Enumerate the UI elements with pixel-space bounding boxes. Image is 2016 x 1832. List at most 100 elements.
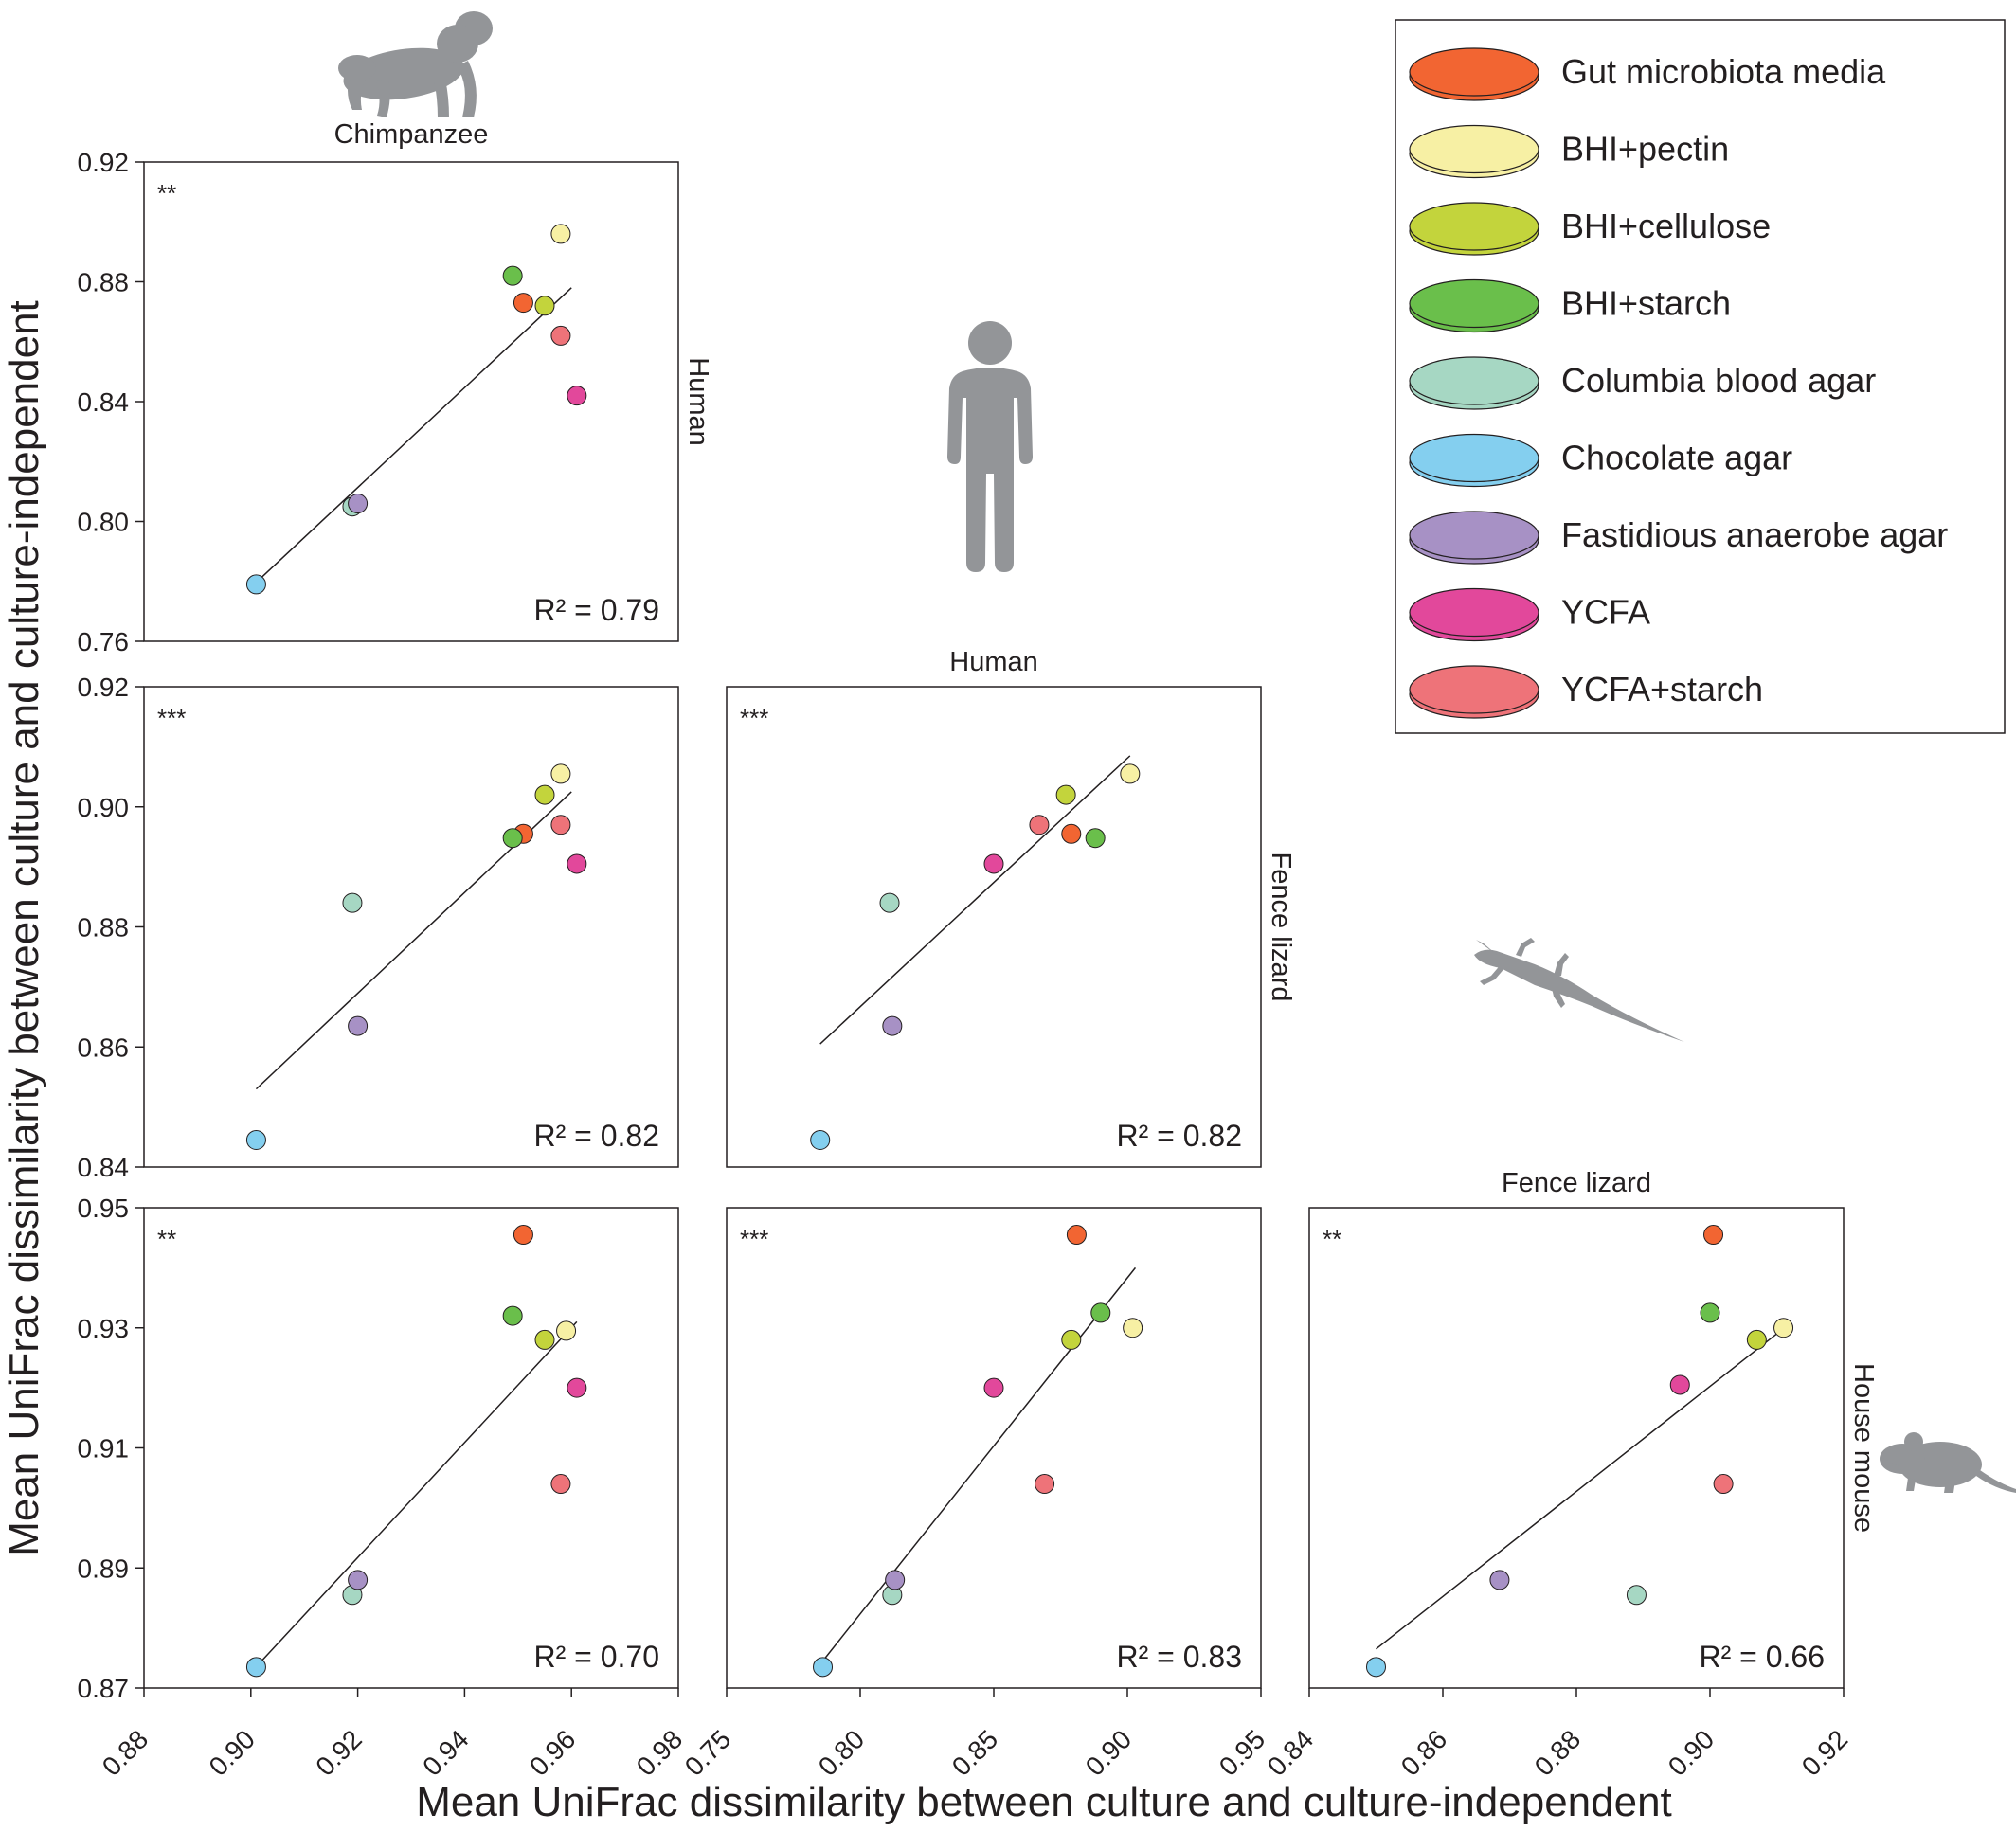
panel-4: 0.87 0.89 0.91 0.93 0.95 0.88 0.90 0.92 0.94 0.96…: [78, 1194, 689, 1782]
r-squared-label: R² = 0.66: [1699, 1640, 1825, 1674]
data-point-ycfa_starch: [1035, 1474, 1055, 1495]
data-point-chocolate: [245, 574, 266, 595]
x-tick-label: 0.94: [417, 1724, 474, 1781]
data-point-fastidious: [348, 1015, 369, 1036]
data-point-cellulose: [1746, 1329, 1767, 1350]
petri-dish-lid-icon: [1409, 47, 1539, 97]
y-tick-label: 0.93: [78, 1314, 130, 1343]
regression-line: [1376, 1333, 1777, 1650]
data-point-columbia: [879, 892, 900, 913]
data-point-ycfa: [567, 1377, 587, 1398]
petri-dish-lid-icon: [1409, 587, 1539, 638]
y-tick-label: 0.84: [78, 1153, 130, 1182]
legend-item-fastidious: Fastidious anaerobe agar: [1409, 511, 1948, 565]
x-tick-label: 0.92: [1796, 1724, 1853, 1781]
panel-title: Fence lizard: [1502, 1168, 1651, 1198]
y-tick-label: 0.95: [78, 1194, 130, 1223]
data-point-cellulose: [534, 784, 555, 805]
panel-2: 0.84 0.86 0.88 0.90 0.92 *** R² = 0.82: [78, 673, 679, 1182]
legend-item-pectin: BHI+pectin: [1409, 124, 1729, 179]
panel-frame: [143, 1207, 679, 1689]
legend: Gut microbiota media BHI+pectin BHI+cellul…: [1395, 19, 2006, 734]
panel-frame: [726, 686, 1262, 1168]
y-tick-label: 0.92: [78, 673, 130, 702]
data-point-ycfa_starch: [1713, 1474, 1734, 1495]
x-tick-label: 0.92: [310, 1724, 367, 1781]
legend-item-columbia: Columbia blood agar: [1409, 356, 1876, 410]
x-tick-label: 0.75: [679, 1724, 736, 1781]
data-point-ycfa: [983, 853, 1004, 874]
significance-stars: **: [157, 179, 176, 207]
legend-item-ycfa_starch: YCFA+starch: [1409, 665, 1763, 719]
significance-stars: ***: [740, 1225, 768, 1253]
legend-label: BHI+pectin: [1561, 130, 1729, 169]
legend-label: Gut microbiota media: [1561, 52, 1886, 91]
y-axis-label: Mean UniFrac dissimilarity between cultu…: [1, 300, 47, 1556]
y-tick-label: 0.80: [78, 508, 130, 537]
data-point-starch: [1090, 1302, 1111, 1323]
data-point-chocolate: [813, 1657, 834, 1678]
legend-label: BHI+starch: [1561, 284, 1731, 323]
data-point-gut: [1703, 1225, 1724, 1246]
panel-frame: [1308, 1207, 1845, 1689]
petri-dish-lid-icon: [1409, 278, 1539, 329]
data-point-chocolate: [245, 1129, 266, 1150]
legend-label: Columbia blood agar: [1561, 361, 1876, 400]
panel-row-label: House mouse: [1848, 1363, 1879, 1533]
data-point-starch: [1700, 1302, 1720, 1323]
petri-dish-lid-icon: [1409, 511, 1539, 560]
y-tick-label: 0.86: [78, 1033, 130, 1062]
data-point-ycfa_starch: [550, 815, 571, 835]
data-point-gut: [513, 293, 533, 314]
data-point-pectin: [1120, 763, 1141, 784]
data-point-pectin: [1773, 1318, 1794, 1338]
regression-line: [819, 755, 1131, 1045]
y-tick-label: 0.90: [78, 793, 130, 822]
legend-label: YCFA: [1561, 593, 1650, 632]
x-tick-label: 0.98: [631, 1724, 688, 1781]
y-tick-label: 0.91: [78, 1434, 130, 1464]
legend-label: BHI+cellulose: [1561, 207, 1771, 245]
x-tick-label: 0.90: [1663, 1724, 1719, 1781]
panel-frame: [143, 686, 679, 1168]
data-point-gut: [1066, 1225, 1087, 1246]
x-tick-label: 0.90: [1080, 1724, 1137, 1781]
data-point-starch: [502, 265, 523, 286]
data-point-fastidious: [348, 494, 369, 514]
r-squared-label: R² = 0.82: [1116, 1119, 1242, 1153]
data-point-gut: [513, 1225, 533, 1246]
x-axis-label: Mean UniFrac dissimilarity between cultu…: [416, 1779, 1672, 1825]
x-tick-label: 0.96: [524, 1724, 581, 1781]
panel-row-label: Fence lizard: [1266, 853, 1296, 1002]
x-tick-label: 0.95: [1214, 1724, 1270, 1781]
human-silhouette-icon: [947, 321, 1033, 572]
y-tick-label: 0.84: [78, 387, 130, 417]
data-point-starch: [502, 1305, 523, 1326]
data-point-fastidious: [882, 1015, 903, 1036]
regression-line: [261, 1320, 578, 1661]
data-point-starch: [1085, 828, 1106, 849]
significance-stars: ***: [157, 704, 186, 732]
y-tick-label: 0.89: [78, 1554, 130, 1583]
data-point-fastidious: [348, 1570, 369, 1590]
data-point-gut: [1061, 823, 1082, 844]
legend-items: Gut microbiota media BHI+pectin BHI+cellul…: [1409, 47, 1948, 719]
legend-item-starch: BHI+starch: [1409, 278, 1731, 333]
data-point-ycfa_starch: [550, 325, 571, 346]
x-tick-label: 0.88: [1529, 1724, 1586, 1781]
data-point-ycfa: [1669, 1374, 1690, 1395]
data-point-ycfa_starch: [1029, 815, 1050, 835]
x-tick-label: 0.88: [97, 1724, 153, 1781]
panel-frame: [143, 161, 679, 642]
fence-lizard-silhouette-icon: [1474, 938, 1684, 1042]
legend-item-chocolate: Chocolate agar: [1409, 433, 1792, 488]
data-point-ycfa_starch: [550, 1474, 571, 1495]
panel-row-label: Human: [683, 357, 713, 446]
data-point-ycfa: [983, 1377, 1004, 1398]
y-tick-label: 0.92: [78, 148, 130, 177]
data-point-pectin: [550, 224, 571, 244]
house-mouse-silhouette-icon: [1880, 1432, 2016, 1493]
panel-6: 0.84 0.86 0.88 0.90 0.92 Fence lizard House mo…: [1262, 1168, 1879, 1782]
data-point-chocolate: [245, 1657, 266, 1678]
